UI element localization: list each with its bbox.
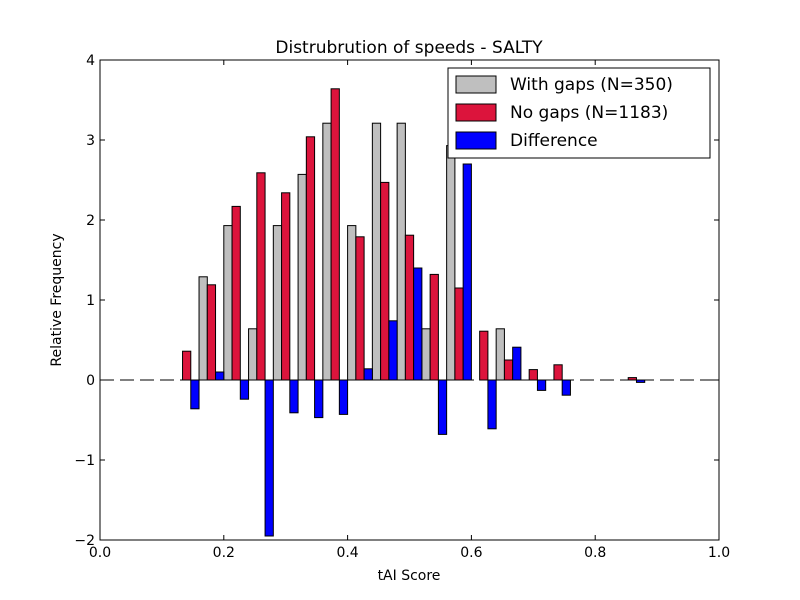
bar-no-gaps-n-1183 [231, 205, 241, 381]
bar-difference [363, 368, 373, 381]
bar-difference [487, 379, 497, 430]
y-tick-label: −2 [74, 533, 95, 549]
bar-difference [239, 379, 250, 400]
bar-no-gaps-n-1183 [256, 172, 266, 381]
bar-difference [462, 163, 472, 381]
x-tick-label: 1.0 [708, 545, 730, 561]
legend-swatch [455, 103, 497, 122]
bar-no-gaps-n-1183 [503, 359, 514, 381]
bar-difference [289, 379, 299, 414]
bar-no-gaps-n-1183 [528, 369, 538, 381]
bar-no-gaps-n-1183 [479, 330, 489, 381]
legend-swatch [455, 75, 497, 94]
bar-difference [437, 379, 448, 435]
bar-no-gaps-n-1183 [429, 273, 439, 381]
x-axis-ticks: 0.0 0.2 0.4 0.6 0.8 1.0 [89, 60, 730, 561]
bar-no-gaps-n-1183 [281, 192, 291, 381]
bar-with-gaps-n-350 [322, 122, 332, 381]
y-tick-label: 1 [86, 293, 95, 309]
y-tick-label: −1 [74, 453, 95, 469]
x-tick-label: 0.2 [213, 545, 235, 561]
x-axis-label: tAI Score [378, 568, 441, 584]
y-axis-label: Relative Frequency [49, 233, 65, 366]
bar-with-gaps-n-350 [396, 122, 406, 381]
bar-no-gaps-n-1183 [355, 236, 365, 381]
bar-no-gaps-n-1183 [454, 287, 464, 381]
bar-with-gaps-n-350 [446, 145, 456, 381]
bar-with-gaps-n-350 [421, 328, 431, 381]
legend-label: No gaps (N=1183) [510, 103, 668, 123]
bar-difference [536, 379, 547, 391]
bar-no-gaps-n-1183 [380, 181, 390, 381]
bar-no-gaps-n-1183 [206, 284, 217, 381]
bar-difference [215, 371, 225, 381]
x-tick-label: 0.8 [584, 545, 606, 561]
bar-difference [338, 379, 349, 415]
bar-difference [512, 346, 522, 381]
bar-with-gaps-n-350 [272, 225, 283, 381]
bar-with-gaps-n-350 [223, 225, 233, 381]
bar-with-gaps-n-350 [248, 328, 258, 381]
y-tick-label: 4 [86, 53, 95, 69]
x-tick-label: 0.4 [336, 545, 358, 561]
legend-label: Difference [510, 131, 598, 151]
x-tick-label: 0.6 [460, 545, 482, 561]
bar-difference [190, 379, 200, 410]
chart-title: Distrubrution of speeds - SALTY [275, 38, 543, 58]
legend: With gaps (N=350) No gaps (N=1183) Differe… [447, 67, 711, 159]
bar-no-gaps-n-1183 [553, 364, 563, 381]
bar-no-gaps-n-1183 [305, 136, 316, 381]
y-tick-label: 0 [86, 373, 95, 389]
bars-layer [182, 88, 646, 537]
legend-swatch [455, 131, 497, 150]
x-tick-label: 0.0 [89, 545, 111, 561]
y-axis-ticks: −2 −1 0 1 2 3 4 [74, 53, 719, 549]
y-tick-label: 2 [86, 213, 95, 229]
bar-difference [413, 267, 423, 381]
legend-label: With gaps (N=350) [510, 75, 673, 95]
bar-difference [388, 320, 398, 381]
bar-with-gaps-n-350 [495, 328, 505, 381]
bar-difference [561, 379, 571, 396]
bar-difference [264, 379, 274, 537]
bar-no-gaps-n-1183 [182, 350, 192, 381]
bar-with-gaps-n-350 [198, 276, 208, 381]
bar-no-gaps-n-1183 [404, 234, 415, 381]
bar-difference [314, 379, 324, 419]
bar-with-gaps-n-350 [297, 173, 307, 381]
y-tick-label: 3 [86, 133, 95, 149]
bar-no-gaps-n-1183 [330, 88, 340, 381]
bar-with-gaps-n-350 [371, 122, 382, 381]
bar-with-gaps-n-350 [347, 225, 357, 381]
